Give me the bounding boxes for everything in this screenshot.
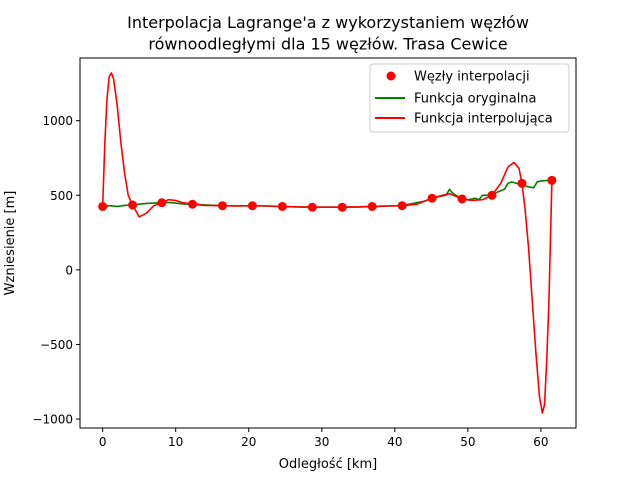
y-axis-ticks: −1000 −500 0 500 1000 [32,114,80,427]
node-point [307,202,317,212]
legend-label-original: Funkcja oryginalna [414,92,537,107]
node-point [517,178,527,188]
legend-marker-nodes [386,71,396,81]
axes-frame [79,57,577,429]
legend-box [369,63,570,133]
x-tick-label: 60 [533,435,548,449]
series-line-original [102,179,552,208]
node-point [217,201,227,211]
node-point [427,193,437,203]
y-tick-label: −500 [40,338,73,352]
x-tick-label: 0 [99,435,107,449]
chart-title-line-2: równoodległymi dla 15 węzłów. Trasa Cewi… [148,35,507,54]
node-point [187,199,197,209]
chart-title: Interpolacja Lagrange'a z wykorzystaniem… [127,13,529,54]
node-point [457,194,467,204]
node-point [98,201,108,211]
y-tick-label: −1000 [32,413,73,427]
legend: Węzły interpolacji Funkcja oryginalna Fu… [369,63,570,133]
node-point [547,175,557,185]
node-point [397,201,407,211]
x-tick-label: 50 [460,435,475,449]
y-tick-label: 1000 [42,114,73,128]
x-tick-label: 30 [314,435,329,449]
legend-label-nodes: Węzły interpolacji [414,70,530,85]
node-point [367,201,377,211]
x-axis-label: Odległość [km] [279,457,377,472]
chart-title-line-1: Interpolacja Lagrange'a z wykorzystaniem… [127,13,529,32]
series-line-interpolating [101,72,553,414]
legend-label-interpolating: Funkcja interpolująca [414,112,553,127]
node-point [337,202,347,212]
y-tick-label: 0 [65,263,73,277]
y-axis-label: Wzniesienie [m] [3,191,18,296]
node-point [247,201,257,211]
node-point [128,200,138,210]
plot-area [98,72,557,414]
x-axis-ticks: 0 10 20 30 40 50 60 [99,428,549,449]
node-point [487,190,497,200]
x-tick-label: 40 [387,435,402,449]
node-point [157,198,167,208]
x-tick-label: 20 [241,435,256,449]
x-tick-label: 10 [168,435,183,449]
node-point [277,201,287,211]
y-tick-label: 500 [50,189,73,203]
